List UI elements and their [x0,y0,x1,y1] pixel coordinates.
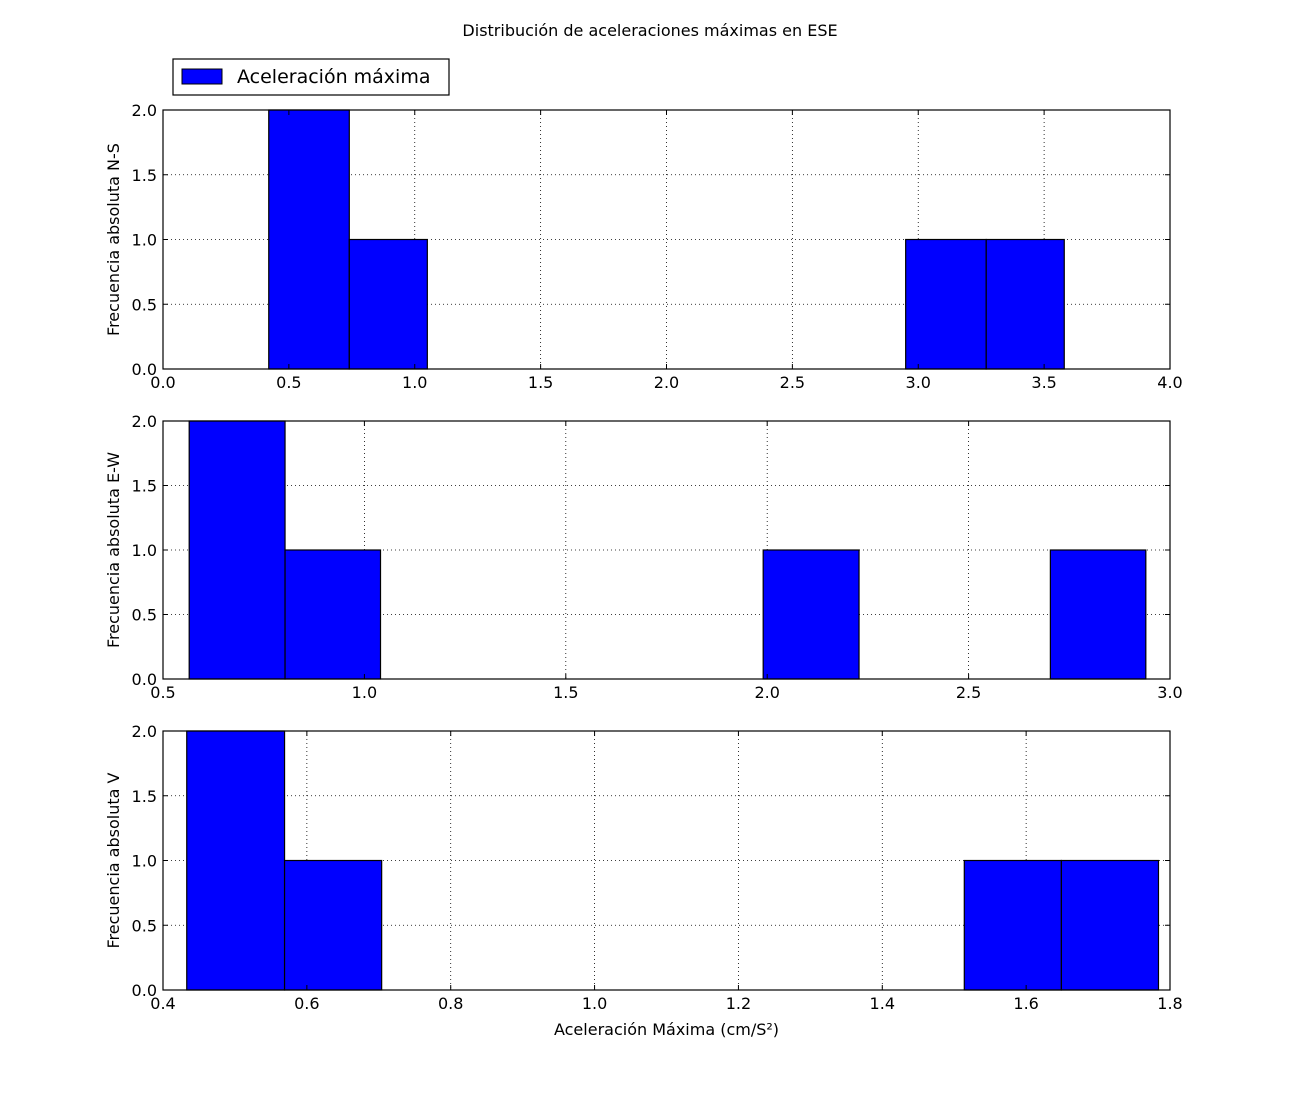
histogram-bar [284,549,382,680]
x-tick-label: 1.0 [582,994,607,1013]
histogram-bar [283,859,383,991]
x-tick-label: 0.8 [438,994,463,1013]
subplot-3: 0.4 0.6 0.8 1.0 1.2 1.4 1.6 1.8 0.0 0.5 1.0 1.5 2.0 F… [104,722,1183,1039]
histogram-bar [1060,859,1160,991]
x-axis-label: Aceleración Máxima (cm/S²) [554,1020,779,1039]
y-tick-label: 1.0 [132,541,157,560]
y-axis-label: Frecuencia absoluta N-S [104,143,123,336]
y-tick-label: 2.0 [132,722,157,741]
x-tick-label: 4.0 [1157,373,1182,392]
histogram-bar [268,109,350,370]
y-tick-label: 0.5 [132,295,157,314]
legend-label: Aceleración máxima [237,66,430,88]
legend: Aceleración máxima [172,58,450,96]
subplot-2: 0.5 1.0 1.5 2.0 2.5 3.00.00.51.01.52.0Frecuen… [104,412,1183,702]
histogram-bar [348,238,428,370]
y-tick-label: 0.5 [132,606,157,625]
x-tick-label: 2.0 [654,373,679,392]
x-tick-label: 2.0 [754,683,779,702]
subplots: 0.0 0.5 1.0 1.5 2.0 2.5 3.0 3.5 4.00.00.51.01.52… [104,101,1183,1039]
y-tick-label: 0.0 [132,670,157,689]
y-tick-label: 1.0 [132,852,157,871]
histogram-bar [963,859,1062,991]
y-tick-label: 2.0 [132,101,157,120]
x-tick-label: 1.0 [402,373,427,392]
x-tick-label: 3.0 [906,373,931,392]
histogram-bar [985,238,1065,370]
x-tick-label: 0.4 [150,994,175,1013]
y-tick-label: 1.5 [132,166,157,185]
x-tick-label: 1.0 [352,683,377,702]
x-tick-label: 2.5 [780,373,805,392]
y-tick-label: 0.0 [132,360,157,379]
x-tick-label: 0.6 [294,994,319,1013]
histogram-bar [762,549,860,680]
x-tick-label: 1.5 [528,373,553,392]
figure-title: Distribución de aceleraciones máximas en… [462,21,837,40]
y-tick-label: 1.5 [132,477,157,496]
y-tick-label: 0.5 [132,916,157,935]
x-tick-label: 1.5 [553,683,578,702]
y-axis-label: Frecuencia absoluta E-W [104,452,123,648]
x-tick-label: 1.2 [726,994,751,1013]
x-tick-label: 3.5 [1031,373,1056,392]
y-tick-label: 1.5 [132,787,157,806]
x-tick-label: 3.0 [1157,683,1182,702]
x-tick-label: 1.4 [870,994,895,1013]
x-tick-label: 1.8 [1157,994,1182,1013]
legend-swatch [181,68,223,85]
histogram-bar [1049,549,1147,680]
x-tick-label: 0.0 [150,373,175,392]
x-tick-label: 1.6 [1013,994,1038,1013]
y-tick-label: 0.0 [132,981,157,1000]
histogram-bar [186,730,286,991]
x-tick-label: 0.5 [276,373,301,392]
subplot-1: 0.0 0.5 1.0 1.5 2.0 2.5 3.0 3.5 4.0 0.0 0.5 1.0 1.5 2… [104,101,1183,392]
x-tick-label: 2.5 [956,683,981,702]
y-axis-label: Frecuencia absoluta V [104,772,123,948]
x-tick-label: 0.5 [150,683,175,702]
y-tick-label: 2.0 [132,412,157,431]
y-tick-label: 1.0 [132,231,157,250]
histogram-bar [188,420,286,680]
histogram-bar [905,238,987,370]
